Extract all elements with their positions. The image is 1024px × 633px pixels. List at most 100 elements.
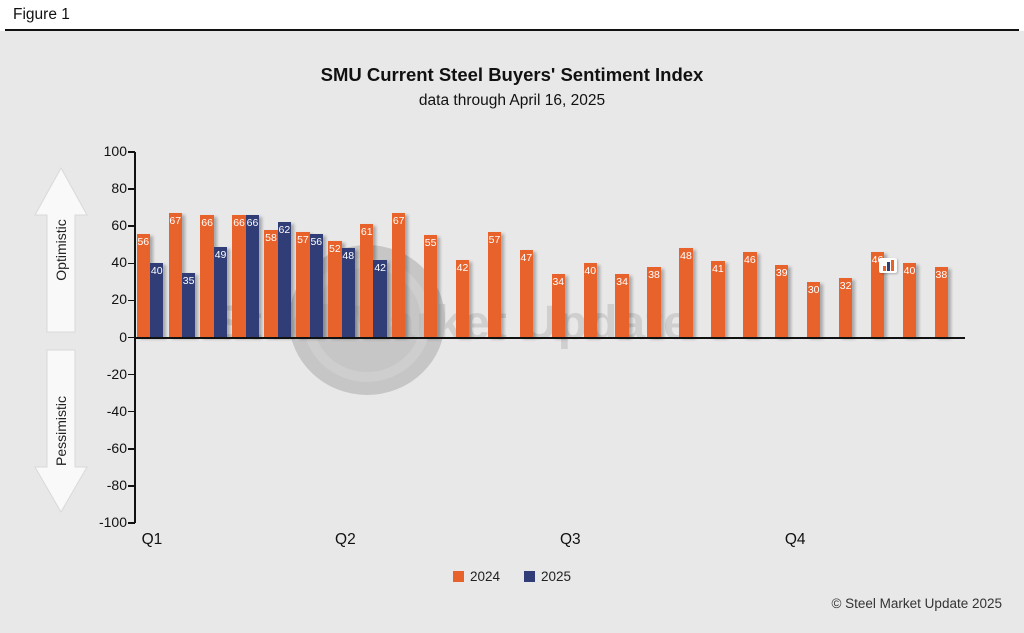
zero-axis-line [135, 336, 965, 339]
y-axis-line [134, 152, 136, 523]
bar-2024 [328, 241, 342, 338]
bar-value-label: 38 [648, 269, 660, 281]
y-tick-label: -20 [106, 365, 127, 382]
legend-label: 2024 [469, 569, 500, 584]
bar-2024 [870, 252, 885, 338]
figure-label: Figure 1 [13, 6, 70, 23]
mini-chart-bar [890, 260, 894, 271]
mini-chart-bar [886, 262, 890, 271]
y-tick-mark [128, 225, 135, 227]
bar-value-label: 66 [246, 217, 259, 230]
bar-value-label: 48 [680, 250, 692, 263]
bar-value-label: 34 [552, 276, 565, 289]
bar-value-label: 67 [392, 215, 405, 228]
mini-chart-bar [882, 266, 886, 271]
bar-2024 [806, 281, 821, 338]
bar-2024 [296, 231, 310, 338]
y-tick-mark [128, 522, 135, 524]
chart-canvas: SMU Current Steel Buyers' Sentiment Inde… [0, 31, 1024, 633]
bar-value-label: 49 [214, 248, 227, 261]
optimistic-arrow-icon [34, 166, 88, 333]
y-tick-label: 20 [111, 291, 127, 308]
bar-value-label: 30 [807, 283, 820, 296]
mini-chart-icon [879, 258, 897, 273]
bar-2024 [232, 215, 246, 338]
bar-2025 [373, 259, 387, 338]
y-tick-mark [128, 448, 135, 450]
bar-value-label: 46 [871, 254, 884, 267]
y-tick-mark [128, 151, 135, 153]
bar-value-label: 35 [182, 274, 195, 287]
bar-value-label: 46 [743, 254, 756, 267]
y-tick-mark [128, 188, 135, 190]
copyright-notice: © Steel Market Update 2025 [831, 596, 1002, 611]
bar-value-label: 57 [297, 233, 309, 246]
bar-value-label: 34 [616, 276, 628, 289]
legend-item-2024: 2024 [452, 569, 500, 584]
bar-2024 [838, 278, 853, 338]
bar-2024 [615, 274, 629, 338]
x-axis-label: Q3 [559, 531, 581, 548]
y-tick-mark [128, 485, 135, 487]
y-tick-label: 80 [111, 180, 127, 197]
bar-2024 [391, 213, 406, 338]
x-axis-label: Q4 [784, 531, 806, 548]
y-tick-label: 0 [119, 328, 127, 345]
chart-title: SMU Current Steel Buyers' Sentiment Inde… [320, 64, 704, 85]
bar-2024 [647, 267, 661, 338]
x-axis-label: Q1 [141, 531, 163, 548]
y-tick-mark [128, 373, 135, 376]
bar-value-label: 40 [150, 265, 163, 278]
bar-value-label: 32 [839, 280, 852, 293]
figure-header: Figure 1 [0, 0, 1024, 31]
y-tick-label: -80 [106, 476, 127, 493]
bar-2024 [775, 265, 789, 338]
bar-2024 [519, 250, 534, 338]
bar-2024 [743, 252, 757, 338]
y-tick-label: 40 [111, 254, 127, 271]
legend-swatch [452, 571, 464, 582]
bar-2025 [309, 233, 324, 338]
bar-2025 [277, 222, 292, 338]
sentiment-arrows [34, 166, 88, 513]
bar-value-label: 40 [903, 265, 916, 278]
bar-value-label: 41 [712, 263, 724, 276]
bar-2024 [679, 248, 693, 338]
legend-swatch [524, 571, 535, 582]
y-tick-mark [128, 410, 135, 413]
legend: 2024 2025 [0, 569, 1024, 584]
bar-value-label: 42 [456, 261, 469, 274]
legend-item-2025: 2025 [524, 569, 571, 584]
bar-value-label: 67 [169, 215, 182, 228]
bar-2025 [213, 246, 228, 338]
bar-value-label: 56 [137, 235, 150, 248]
bar-2024 [455, 259, 470, 338]
bar-2024 [934, 267, 949, 338]
bar-2024 [136, 233, 150, 338]
bar-2025 [181, 272, 196, 338]
y-tick-mark [128, 262, 135, 265]
figure-header-divider [5, 29, 1019, 31]
bar-2024 [711, 261, 725, 338]
y-tick-label: 60 [111, 217, 127, 234]
bar-2024 [168, 213, 182, 338]
bar-2024 [902, 263, 917, 338]
y-tick-mark [128, 299, 135, 302]
y-tick-label: -60 [106, 439, 127, 456]
bar-value-label: 47 [520, 252, 533, 265]
bar-2024 [487, 231, 502, 338]
bar-2024 [200, 215, 214, 338]
bar-2025 [150, 263, 164, 338]
bar-value-label: 40 [584, 265, 597, 278]
bar-value-label: 48 [342, 250, 355, 263]
bar-value-label: 42 [374, 261, 386, 274]
plot-area: Steel Market Update 56 40 67 35 66 49 66 66 58 62… [99, 143, 965, 548]
y-tick-mark [128, 336, 135, 339]
y-tick-label: 100 [103, 143, 127, 159]
bar-value-label: 57 [488, 233, 501, 246]
bar-2024 [551, 274, 565, 338]
legend-label: 2025 [541, 569, 572, 584]
bar-value-label: 55 [424, 237, 437, 250]
pessimistic-arrow-icon [34, 349, 88, 513]
